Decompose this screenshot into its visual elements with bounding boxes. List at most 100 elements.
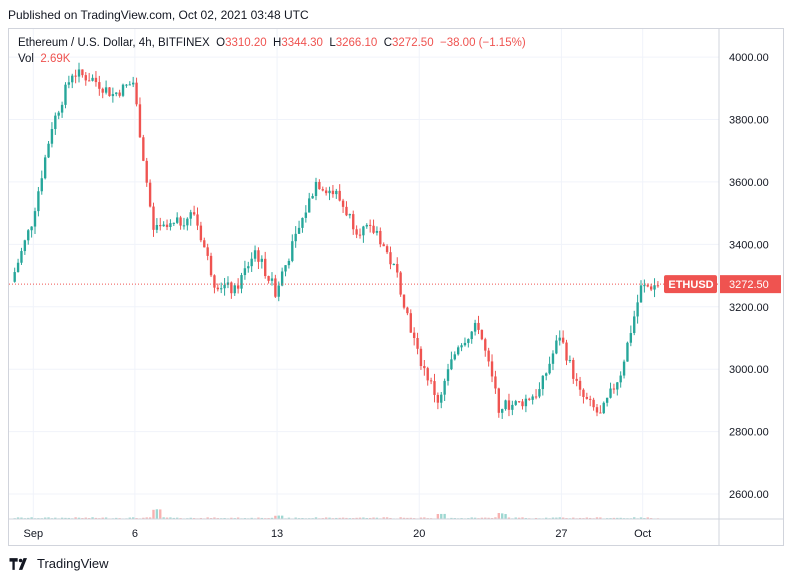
volume-bar [423,517,426,519]
candle-body [270,278,274,281]
volume-bar [64,517,67,519]
y-tick-label: 3800.00 [729,115,769,127]
volume-label: Vol [18,53,34,65]
candle-body [135,82,138,105]
candle-body [480,329,484,340]
candle-body [338,190,341,201]
volume-bar [406,517,409,519]
candle-body [368,224,372,226]
candle-body [87,80,91,82]
volume-bar [155,509,159,519]
volume-bar [236,517,240,519]
candle-body [27,230,30,241]
volume-bar [67,517,71,519]
low-label: L [329,37,336,49]
volume-bar [517,517,521,519]
candle-body [169,223,172,228]
candle-body [331,190,335,195]
volume-bar [206,517,209,519]
candle-body [551,353,555,364]
candle-body [172,222,175,224]
candle-body [616,382,619,390]
candle-body [355,229,358,235]
volume-bar [555,517,558,519]
candle-body [599,412,602,414]
candle-body [199,225,203,241]
candle-body [223,284,226,289]
volume-bar [646,517,649,519]
volume-bar [633,517,636,519]
volume-bar [450,517,453,519]
volume-bar [578,517,582,519]
y-tick-label: 3000.00 [729,364,769,376]
candle-body [98,82,101,89]
candle-body [318,181,321,190]
candle-body [619,375,622,383]
candle-body [64,84,67,105]
candle-body [213,275,216,288]
symbol-tag-label: ETHUSD [668,279,713,291]
candle-body [182,225,186,227]
volume-bar [480,517,484,519]
volume-bar [314,517,318,519]
candle-body [20,251,23,263]
volume-bar [419,517,423,519]
volume-line: Vol 2.69K [18,51,526,67]
candle-body [121,84,125,96]
volume-bar [209,517,213,519]
volume-bar [599,517,602,519]
volume-bar [497,513,500,519]
volume-bar [27,517,30,519]
volume-bar [131,517,135,519]
candle-body [297,227,301,234]
candle-body [280,271,284,286]
candle-body [115,92,118,95]
volume-bar [338,517,341,519]
volume-bar [358,517,362,519]
price-chart[interactable]: ETHUSD 3272.50 2600.00 2800.00 3000.00 3200.… [9,29,784,545]
volume-bar [20,517,23,519]
candle-body [497,388,500,413]
candle-body [578,380,582,390]
candle-body [446,369,450,381]
candle-body [402,294,406,308]
volume-bar [257,517,260,519]
candle-body [358,234,362,236]
candle-body [545,373,548,376]
candle-body [74,75,77,77]
candle-body [487,350,490,362]
price-tag-label: 3272.50 [729,279,769,291]
candle-body [304,212,308,218]
volume-bar [382,517,385,519]
candle-body [534,396,538,398]
candle-body [517,401,521,403]
candle-body [507,400,511,410]
volume-bar [274,515,277,519]
candle-body [558,337,561,341]
chart-frame [8,28,784,546]
candle-body [94,77,98,83]
candle-body [440,394,443,403]
candle-body [389,252,392,265]
volume-bar [572,517,575,519]
candle-body [335,190,338,195]
volume-bar [490,517,494,519]
volume-bar [159,509,162,519]
candle-body [203,240,206,248]
candle-body [47,143,50,158]
candle-body [365,224,368,227]
candle-body [328,190,331,194]
candle-body [176,217,179,223]
candle-body [111,94,115,97]
candle-body [43,157,47,179]
candle-body [582,389,585,397]
volume-bar [551,517,555,519]
candle-body [13,272,16,282]
open-label: O [216,37,226,49]
volume-bar [585,517,589,519]
candle-body [589,398,592,400]
candle-body [118,92,121,96]
volume-bar [91,517,94,519]
candle-body [128,84,131,86]
candle-body [206,247,209,256]
